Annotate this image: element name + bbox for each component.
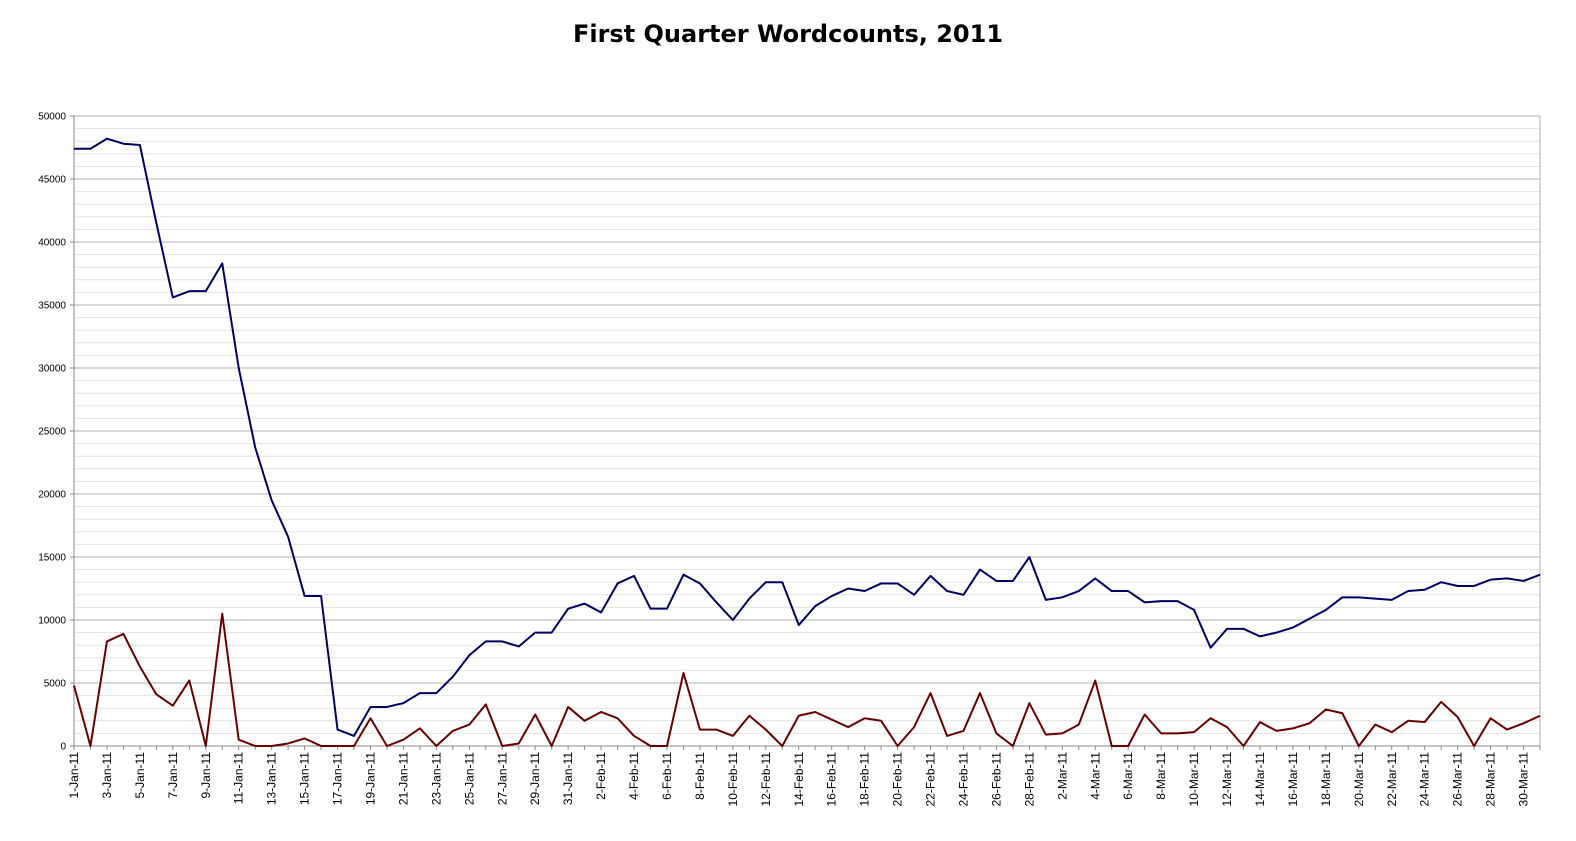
- x-tick-label: 18-Mar-11: [1319, 752, 1333, 807]
- x-tick-label: 26-Feb-11: [989, 752, 1003, 807]
- x-tick-label: 7-Jan-11: [166, 752, 180, 799]
- chart-title: First Quarter Wordcounts, 2011: [572, 20, 1004, 48]
- x-tick-label: 22-Mar-11: [1385, 752, 1399, 807]
- y-tick-label: 0: [60, 742, 66, 753]
- x-tick-label: 24-Feb-11: [956, 752, 970, 807]
- x-tick-label: 21-Jan-11: [396, 752, 410, 805]
- x-tick-label: 14-Feb-11: [792, 752, 806, 807]
- x-tick-label: 12-Feb-11: [759, 752, 773, 807]
- x-axis-ticks: 1-Jan-11 3-Jan-11 5-Jan-11 7-Jan-11 9-Jan-11…: [67, 746, 1541, 807]
- series-line-1: [74, 137, 1541, 737]
- x-tick-label: 19-Jan-11: [363, 752, 377, 805]
- x-tick-label: 8-Mar-11: [1154, 752, 1168, 800]
- x-tick-label: 29-Jan-11: [528, 752, 542, 805]
- x-tick-label: 22-Feb-11: [924, 752, 938, 807]
- x-tick-label: 4-Mar-11: [1088, 752, 1102, 800]
- x-tick-label: 8-Feb-11: [693, 752, 707, 800]
- x-tick-label: 12-Mar-11: [1220, 752, 1234, 807]
- y-tick-label: 50000: [38, 112, 66, 123]
- x-tick-label: 2-Mar-11: [1055, 752, 1069, 800]
- x-tick-label: 27-Jan-11: [495, 752, 509, 805]
- y-tick-label: 10000: [38, 616, 66, 627]
- y-tick-label: 35000: [38, 301, 66, 312]
- x-tick-label: 4-Feb-11: [627, 752, 641, 800]
- gridlines: [74, 115, 1541, 746]
- x-tick-label: 26-Mar-11: [1451, 752, 1465, 807]
- y-axis-ticks: 0 5000 10000 15000 20000 25000 30000 35000 40000…: [38, 112, 74, 753]
- x-tick-label: 2-Feb-11: [594, 752, 608, 800]
- x-tick-label: 1-Jan-11: [67, 752, 81, 799]
- y-tick-label: 45000: [38, 175, 66, 186]
- x-tick-label: 28-Mar-11: [1484, 752, 1498, 807]
- x-tick-label: 30-Mar-11: [1517, 752, 1531, 807]
- y-tick-label: 20000: [38, 490, 66, 501]
- x-tick-label: 20-Mar-11: [1352, 752, 1366, 807]
- x-tick-label: 13-Jan-11: [265, 752, 279, 805]
- x-tick-label: 15-Jan-11: [298, 752, 312, 805]
- x-tick-label: 9-Jan-11: [199, 752, 213, 799]
- x-tick-label: 25-Jan-11: [462, 752, 476, 805]
- x-tick-label: 18-Feb-11: [858, 752, 872, 807]
- x-tick-label: 23-Jan-11: [429, 752, 443, 805]
- x-tick-label: 11-Jan-11: [232, 752, 246, 805]
- series-line-2: [73, 612, 1541, 747]
- y-tick-label: 40000: [38, 238, 66, 249]
- x-tick-label: 16-Feb-11: [825, 752, 839, 807]
- x-tick-label: 6-Feb-11: [660, 752, 674, 800]
- x-tick-label: 31-Jan-11: [561, 752, 575, 805]
- x-tick-label: 14-Mar-11: [1253, 752, 1267, 807]
- x-tick-label: 3-Jan-11: [100, 752, 114, 799]
- x-tick-label: 10-Feb-11: [726, 752, 740, 807]
- x-tick-label: 10-Mar-11: [1187, 752, 1201, 807]
- x-tick-label: 24-Mar-11: [1418, 752, 1432, 807]
- x-tick-label: 17-Jan-11: [331, 752, 345, 805]
- y-tick-label: 5000: [44, 679, 67, 690]
- y-tick-label: 25000: [38, 427, 66, 438]
- x-tick-label: 16-Mar-11: [1286, 752, 1300, 807]
- x-tick-label: 28-Feb-11: [1022, 752, 1036, 807]
- series-lines: [73, 137, 1541, 747]
- x-tick-label: 5-Jan-11: [133, 752, 147, 799]
- y-tick-label: 15000: [38, 553, 66, 564]
- x-tick-label: 20-Feb-11: [891, 752, 905, 807]
- x-tick-label: 6-Mar-11: [1121, 752, 1135, 800]
- y-tick-label: 30000: [38, 364, 66, 375]
